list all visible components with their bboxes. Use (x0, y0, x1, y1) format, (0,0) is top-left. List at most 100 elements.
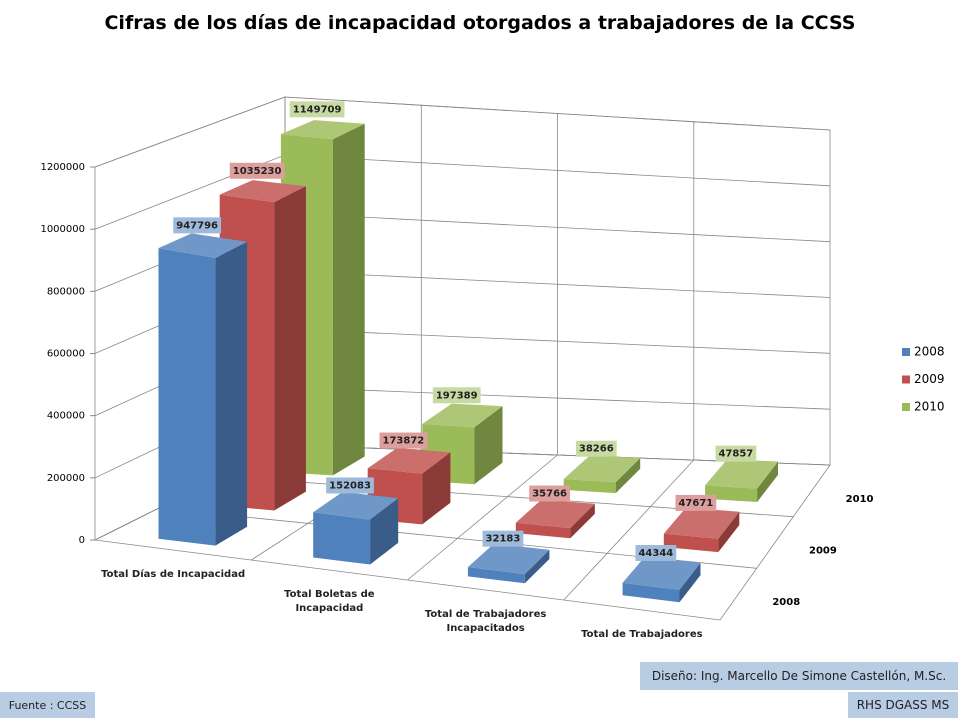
design-credit: Diseño: Ing. Marcello De Simone Castelló… (640, 662, 958, 690)
bar-side (679, 562, 701, 603)
bar-top (563, 455, 641, 483)
value-label: 173872 (379, 432, 428, 449)
bar (158, 233, 248, 546)
value-label-text: 35766 (532, 489, 567, 500)
value-label-text: 47857 (718, 449, 753, 460)
bar-top (219, 180, 306, 203)
bar (563, 455, 641, 494)
value-label: 947796 (173, 217, 221, 234)
y-tick-label: 200000 (47, 473, 85, 484)
x-tick-label: Total de Trabajadores Incapacitados (424, 609, 547, 634)
grid-line (94, 96, 831, 168)
depth-label: 2010 (846, 494, 874, 505)
bar-front (467, 567, 525, 584)
bar-top (467, 543, 550, 575)
bar-side (422, 452, 451, 525)
bar-side (524, 549, 550, 584)
bar-top (422, 403, 503, 428)
value-label-bg (379, 432, 428, 449)
value-label-text: 152083 (329, 480, 371, 491)
bar (663, 507, 740, 553)
value-label: 197389 (432, 387, 481, 404)
bar-side (370, 498, 399, 565)
bar-side (615, 458, 641, 494)
chart-title: Cifras de los días de incapacidad otorga… (104, 12, 856, 34)
legend-label: 2009 (914, 372, 945, 386)
bar-side (718, 511, 740, 553)
source-credit: Fuente : CCSS (0, 692, 95, 718)
y-tick-label: 1200000 (40, 162, 85, 173)
x-tick-label: Total Boletas de Incapacidad (284, 589, 375, 614)
value-label-bg (173, 217, 221, 234)
value-label-bg (482, 530, 524, 547)
value-label-bg (326, 477, 374, 494)
bar-front (158, 248, 216, 546)
legend-swatch (902, 375, 910, 384)
bar (467, 543, 550, 584)
depth-label: 2009 (809, 546, 837, 557)
value-label-text: 38266 (579, 444, 614, 455)
bar-side (274, 186, 306, 511)
bar-top (158, 233, 248, 258)
value-label: 47671 (675, 494, 717, 511)
value-label: 1149709 (289, 101, 345, 118)
y-tick-label: 0 (79, 535, 85, 546)
value-label-text: 1149709 (293, 104, 342, 115)
bar (515, 499, 595, 539)
bar (622, 556, 701, 603)
x-tick-label: Total Días de Incapacidad (101, 569, 246, 580)
y-tick-label: 800000 (47, 286, 85, 297)
bar-top (663, 507, 740, 539)
bar-front (515, 522, 571, 539)
value-label-text: 32183 (486, 534, 521, 545)
value-label-text: 44344 (638, 548, 673, 559)
value-label-bg (675, 494, 717, 511)
bar-side (474, 406, 503, 485)
value-label-bg (715, 445, 757, 462)
y-tick-label: 600000 (47, 349, 85, 360)
legend-label: 2010 (914, 400, 945, 414)
x-tick-label: Total de Trabajadores (581, 629, 703, 640)
value-label-bg (529, 485, 571, 502)
legend-swatch (902, 348, 910, 356)
bar-side (570, 503, 595, 539)
bar-front (563, 479, 616, 494)
value-label: 35766 (529, 485, 571, 502)
value-label: 38266 (575, 440, 617, 457)
bar-top (705, 459, 778, 489)
value-label-text: 197389 (436, 390, 478, 401)
bar-front (705, 485, 758, 502)
bar-top (367, 447, 451, 474)
value-label-bg (432, 387, 481, 404)
bar-front (622, 582, 680, 603)
bar (705, 459, 778, 502)
bar-top (313, 491, 399, 520)
bar-top (622, 556, 701, 590)
bar-front (313, 512, 371, 565)
bar-side (215, 241, 248, 546)
org-credit: RHS DGASS MS (848, 692, 958, 718)
depth-label: 2008 (772, 597, 800, 608)
bar-side (757, 461, 778, 502)
value-label-text: 173872 (383, 436, 425, 447)
y-tick-label: 1000000 (40, 224, 85, 235)
bar-side (332, 123, 365, 476)
bar-top (280, 120, 365, 140)
bar (313, 491, 399, 565)
value-label-bg (635, 545, 677, 562)
value-label-bg (229, 162, 285, 179)
value-label-text: 947796 (176, 220, 218, 231)
value-label-text: 47671 (678, 498, 713, 509)
value-label: 44344 (635, 545, 677, 562)
bar-top (515, 499, 595, 528)
value-label: 47857 (715, 445, 757, 462)
legend-swatch (902, 403, 910, 411)
value-label: 152083 (326, 477, 374, 494)
y-tick-label: 400000 (47, 411, 85, 422)
value-label-bg (575, 440, 617, 457)
value-label-bg (289, 101, 345, 118)
legend-label: 2008 (914, 345, 945, 359)
value-label-text: 1035230 (233, 166, 282, 177)
